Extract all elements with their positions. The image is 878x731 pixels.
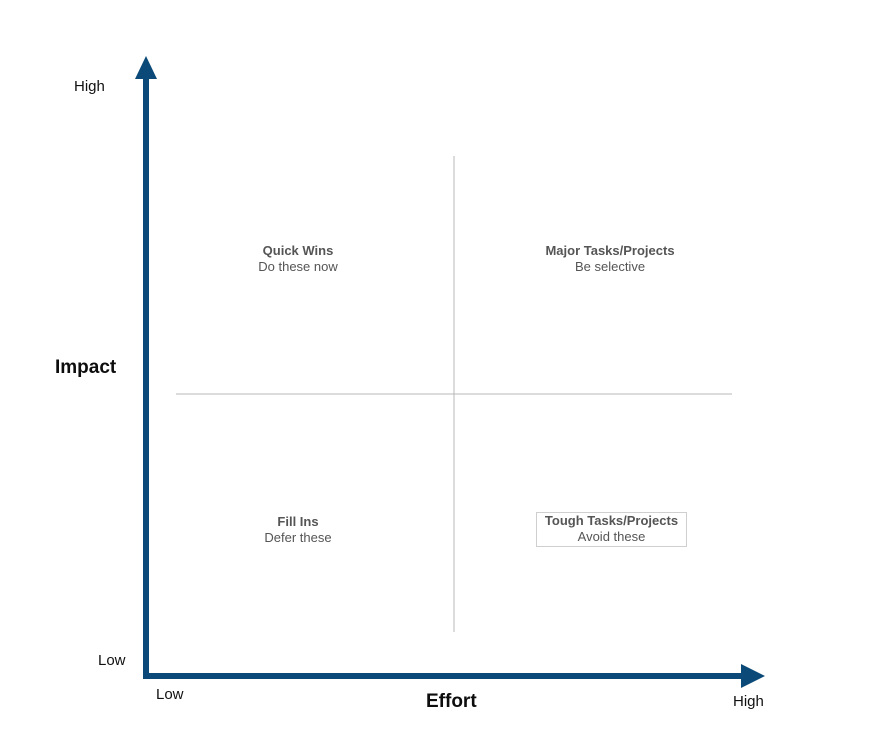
- quadrant-subtitle: Be selective: [574, 259, 646, 274]
- quadrant-title: Tough Tasks/Projects: [544, 513, 679, 528]
- quadrant-title: Major Tasks/Projects: [545, 243, 675, 258]
- quadrant-major-tasks: Major Tasks/Projects Be selective: [520, 243, 700, 275]
- quadrant-quick-wins: Quick Wins Do these now: [218, 243, 378, 275]
- y-axis-high-label: High: [74, 78, 105, 95]
- quadrant-title: Fill Ins: [277, 514, 319, 529]
- y-axis-low-label: Low: [98, 652, 126, 669]
- quadrant-subtitle: Avoid these: [577, 529, 646, 544]
- quadrant-fill-ins: Fill Ins Defer these: [218, 514, 378, 546]
- quadrant-tough-tasks: Tough Tasks/Projects Avoid these: [536, 512, 687, 547]
- y-axis-arrowhead: [135, 56, 157, 79]
- x-axis-high-label: High: [733, 693, 764, 710]
- y-axis-title: Impact: [55, 357, 117, 378]
- x-axis-low-label: Low: [156, 686, 184, 703]
- quadrant-subtitle: Defer these: [264, 530, 332, 545]
- quadrant-title: Quick Wins: [262, 243, 334, 258]
- x-axis-title: Effort: [426, 691, 477, 712]
- quadrant-subtitle: Do these now: [258, 259, 338, 274]
- x-axis-arrowhead: [741, 664, 765, 688]
